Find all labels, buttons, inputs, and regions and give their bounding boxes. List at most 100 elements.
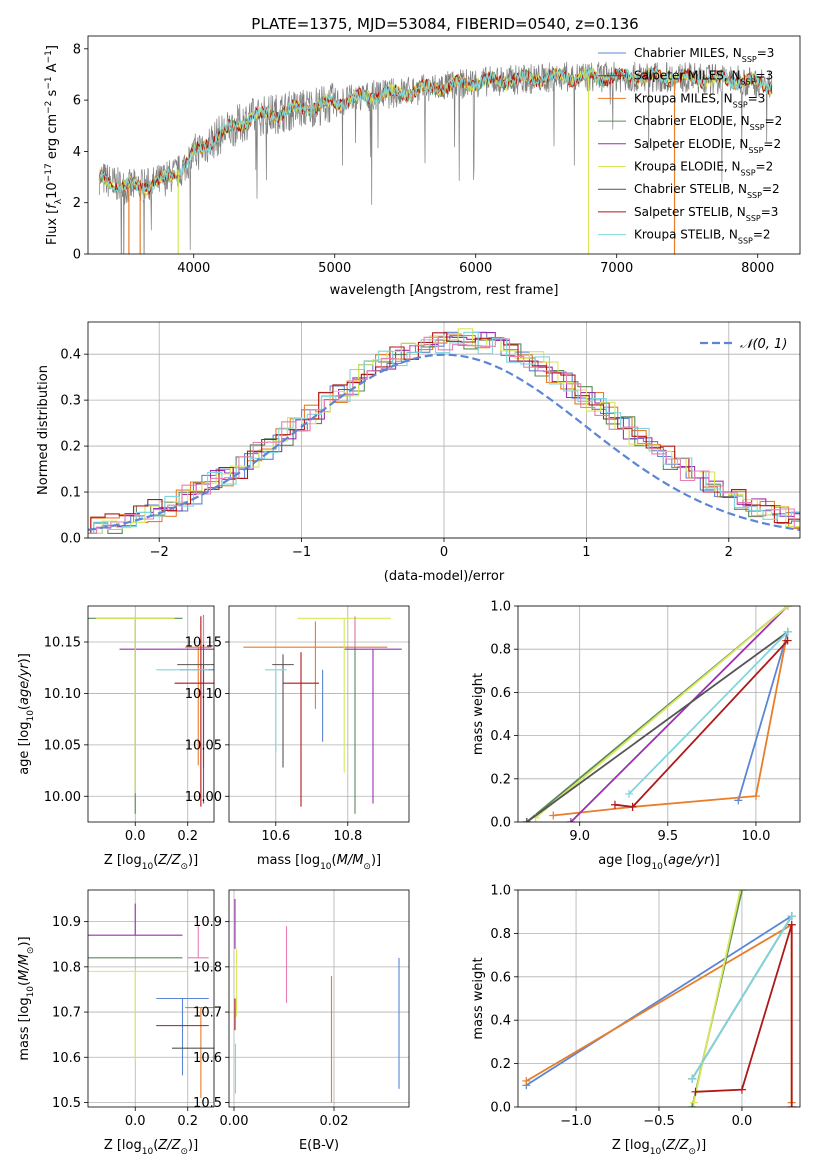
label-part: −2 — [44, 101, 54, 114]
x-axis-label: Z [log10(Z/Z⊙)] — [104, 853, 198, 872]
plot-area — [243, 616, 402, 814]
x-axis-label: age [log10(age/yr)] — [598, 853, 720, 872]
point-marker — [751, 792, 760, 801]
legend-entry: Kroupa MILES, NSSP=3 — [634, 91, 765, 109]
legend-text: Chabrier ELODIE, N — [634, 114, 750, 128]
label-part: age [log — [17, 722, 32, 775]
y-axis-label: Normed distribution — [36, 365, 51, 495]
figure-title: PLATE=1375, MJD=53084, FIBERID=0540, z=0… — [251, 15, 638, 33]
label-part: Z/Z — [157, 1138, 181, 1153]
x-tick-label: 0.0 — [732, 1114, 753, 1129]
legend-entry: 𝒩(0, 1) — [740, 337, 787, 352]
x-axis-label: wavelength [Angstrom, rest frame] — [330, 283, 559, 298]
point-marker — [549, 811, 558, 820]
label-part: −1 — [44, 50, 54, 63]
legend-suffix: =2 — [753, 228, 771, 242]
legend-text: Salpeter MILES, N — [634, 69, 741, 83]
x-tick-label: 0.00 — [220, 1114, 249, 1129]
point-marker — [783, 627, 792, 636]
x-tick-label: −0.5 — [643, 1114, 675, 1129]
x-tick-label: 0 — [440, 545, 448, 560]
label-part: erg cm — [45, 114, 60, 163]
legend-sub: SSP — [741, 77, 756, 86]
plot-area — [522, 890, 796, 1107]
x-tick-label: 0.0 — [125, 1114, 146, 1129]
label-part: )] — [371, 853, 381, 868]
label-part: )] — [17, 653, 32, 663]
plot-area — [88, 615, 214, 814]
legend-sub: SSP — [733, 100, 748, 109]
y-tick-label: 10.7 — [52, 1006, 81, 1021]
series-line — [526, 631, 789, 822]
label-part: age [log — [598, 853, 651, 868]
axes-mass_vs_Z: 0.0 0.210.510.610.710.810.9Z [log10(Z/Z⊙)… — [17, 889, 215, 1157]
legend-text: Kroupa MILES, N — [634, 91, 733, 105]
y-tick-label: 0.6 — [490, 686, 511, 701]
histogram-step — [88, 331, 800, 534]
legend-suffix: =2 — [756, 160, 774, 174]
label-part: s — [45, 89, 60, 100]
x-tick-label: 8000 — [741, 261, 774, 276]
point-marker — [691, 1087, 700, 1096]
y-tick-label: 0.4 — [60, 348, 81, 363]
axes-frame — [517, 605, 801, 823]
label-part: mass [log — [257, 853, 320, 868]
legend-entry: Salpeter ELODIE, NSSP=2 — [634, 137, 781, 155]
y-tick-label: 0.0 — [490, 1101, 511, 1116]
legend-entry: Kroupa STELIB, NSSP=2 — [634, 228, 771, 246]
point-marker — [689, 1098, 698, 1107]
label-part: )] — [696, 1138, 706, 1153]
x-tick-label: 10.8 — [333, 829, 362, 844]
x-axis-label: E(B-V) — [299, 1138, 339, 1153]
subplots: 4000 5000 6000 7000 8000 0 2 4 6 8 wavelength [Ang… — [17, 35, 801, 1157]
x-tick-label: 9.0 — [569, 829, 590, 844]
label-part: 10 — [142, 1147, 154, 1157]
x-tick-label: 7000 — [600, 261, 633, 276]
y-tick-label: 10.5 — [193, 1096, 222, 1111]
y-tick-label: 0.1 — [60, 486, 81, 501]
y-tick-label: 10.00 — [44, 790, 81, 805]
point-marker — [610, 800, 619, 809]
label-part: ⊙ — [363, 862, 371, 872]
x-tick-label: 0.02 — [320, 1114, 349, 1129]
model-line — [98, 67, 773, 195]
y-tick-label: 6 — [73, 94, 81, 109]
label-part: ] — [45, 45, 60, 50]
x-tick-label: −1 — [292, 545, 311, 560]
x-tick-label: −1.0 — [560, 1114, 592, 1129]
label-part: Z [log — [104, 853, 142, 868]
label-part: 10 — [651, 862, 663, 872]
x-tick-label: 2 — [725, 545, 733, 560]
legend-sub: SSP — [747, 191, 762, 200]
legend-entry: Chabrier ELODIE, NSSP=2 — [634, 114, 782, 132]
y-tick-label: 10.15 — [44, 636, 81, 651]
label-part: ( — [17, 981, 32, 986]
y-tick-label: 0.3 — [60, 394, 81, 409]
point-marker — [737, 890, 746, 894]
y-tick-label: 2 — [73, 196, 81, 211]
histogram-step — [88, 332, 800, 534]
y-tick-label: 0 — [73, 248, 81, 263]
legend-sub: SSP — [748, 145, 763, 154]
y-tick-label: 1.0 — [490, 600, 511, 615]
legend-suffix: =2 — [765, 114, 783, 128]
x-tick-label: 6000 — [459, 261, 492, 276]
legend-entry: Chabrier STELIB, NSSP=2 — [634, 182, 780, 200]
axes-frame — [87, 889, 215, 1108]
label-part: 10 — [142, 862, 154, 872]
axes-massweight_vs_Z: −1.0 −0.5 0.0 0.0 0.2 0.4 0.6 0.8 1.0 Z [log10(Z/… — [471, 884, 801, 1157]
label-part: ( — [661, 1138, 666, 1153]
y-tick-label: 0.0 — [490, 816, 511, 831]
legend-text: Salpeter ELODIE, N — [634, 137, 748, 151]
x-axis-label: Z [log10(Z/Z⊙)] — [104, 1138, 198, 1157]
point-marker — [787, 912, 796, 921]
series-line — [535, 606, 789, 819]
label-part: 10 — [650, 1147, 662, 1157]
axes-massweight_vs_age: 9.0 9.5 10.0 0.0 0.2 0.4 0.6 0.8 1.0 age [log10(a… — [471, 600, 801, 872]
y-axis-label: mass weight — [471, 957, 486, 1039]
legend-suffix: =3 — [757, 46, 775, 60]
y-tick-label: 10.05 — [185, 738, 222, 753]
axes-age_vs_mass: 10.6 10.8 10.00 10.05 10.10 10.15 mass [log10(… — [185, 605, 410, 872]
label-part: −17 — [44, 163, 54, 182]
